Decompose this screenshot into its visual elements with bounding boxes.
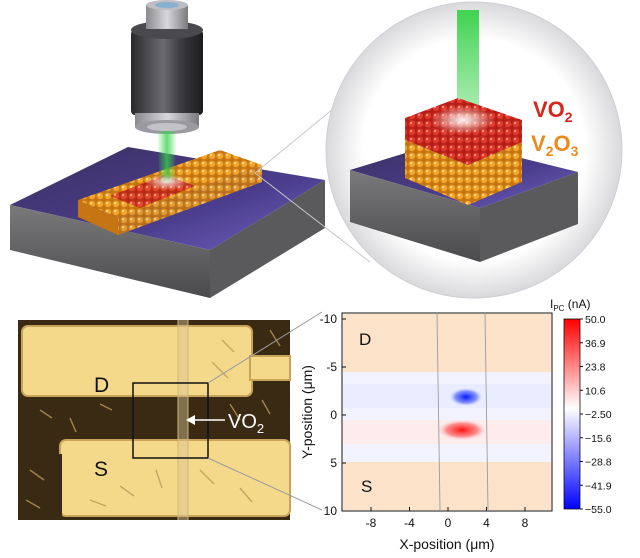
colorbar-tick-label: 50.0 [585,314,606,326]
vo2-arrow-label: VO2 [228,411,264,436]
y-tick-label: 10 [324,504,338,518]
colorbar-tick-label: −41.9 [585,480,612,492]
drain-electrode [21,325,253,397]
x-axis-ticks: -8 -4 0 4 8 [366,507,529,530]
y-tick-label: 0 [330,408,337,422]
map-source-region [343,462,551,510]
x-axis-title: X-position (μm) [399,536,494,552]
map-drain-label: D [359,330,371,349]
optical-micrograph: VO2 D S [18,320,291,520]
nanobeam-front [118,165,262,235]
substrate-side-left [10,205,210,298]
source-label: S [94,458,108,481]
v2o3-layer-left [405,140,468,205]
map-drain-region [343,314,551,372]
positive-photocurrent-spot [436,419,488,441]
y-tick-label: -10 [320,312,338,326]
y-axis-title: Y-position (μm) [299,365,315,459]
y-tick-label: -5 [326,360,337,374]
drain-label: D [94,374,109,397]
x-tick-label: 0 [445,516,452,530]
colorbar-tick-label: −28.8 [585,457,612,469]
x-tick-label: 4 [483,516,490,530]
map-source-label: S [361,477,372,496]
colorbar-tick-label: 10.6 [585,385,606,397]
colorbar-tick-label: −55.0 [585,504,612,516]
y-axis-ticks: -10 -5 0 5 10 [320,312,346,518]
nanobeam-side [78,200,118,235]
colorbar-tick-label: 23.8 [585,362,606,374]
v2o3-layer-right [468,142,522,205]
x-tick-label: 8 [522,516,529,530]
vo2-layer-right [468,120,522,165]
substrate-side-right [210,180,325,298]
colorbar-tick-label: −2.50 [585,409,612,421]
x-tick-label: -4 [404,516,415,530]
laser-beam-zoom [457,10,479,125]
device-illustration [10,0,325,298]
laser-beam [157,131,177,182]
objective-lens [131,0,203,134]
colorbar-tick-label: 36.9 [585,338,606,350]
x-tick-label: -8 [366,516,377,530]
magnified-bubble: VO2 V2O3 [325,1,623,299]
vo2-layer-left [405,118,468,165]
negative-photocurrent-spot [448,387,484,407]
vo2-nanobeam-strip [178,320,188,520]
colorbar-tick-label: −15.6 [585,433,612,445]
colorbar: IPC (nA) 50.0 36.9 23.8 10.6 −2.50 −15.6 −28.8… [550,297,612,516]
v2o3-label: V2O3 [531,131,579,159]
photocurrent-map: D S -10 -5 0 5 10 -8 -4 0 4 8 X-position (μm) Y-… [299,312,553,552]
colorbar-title: IPC (nA) [550,297,590,313]
vo2-label: VO2 [533,97,573,125]
y-tick-label: 5 [330,456,337,470]
